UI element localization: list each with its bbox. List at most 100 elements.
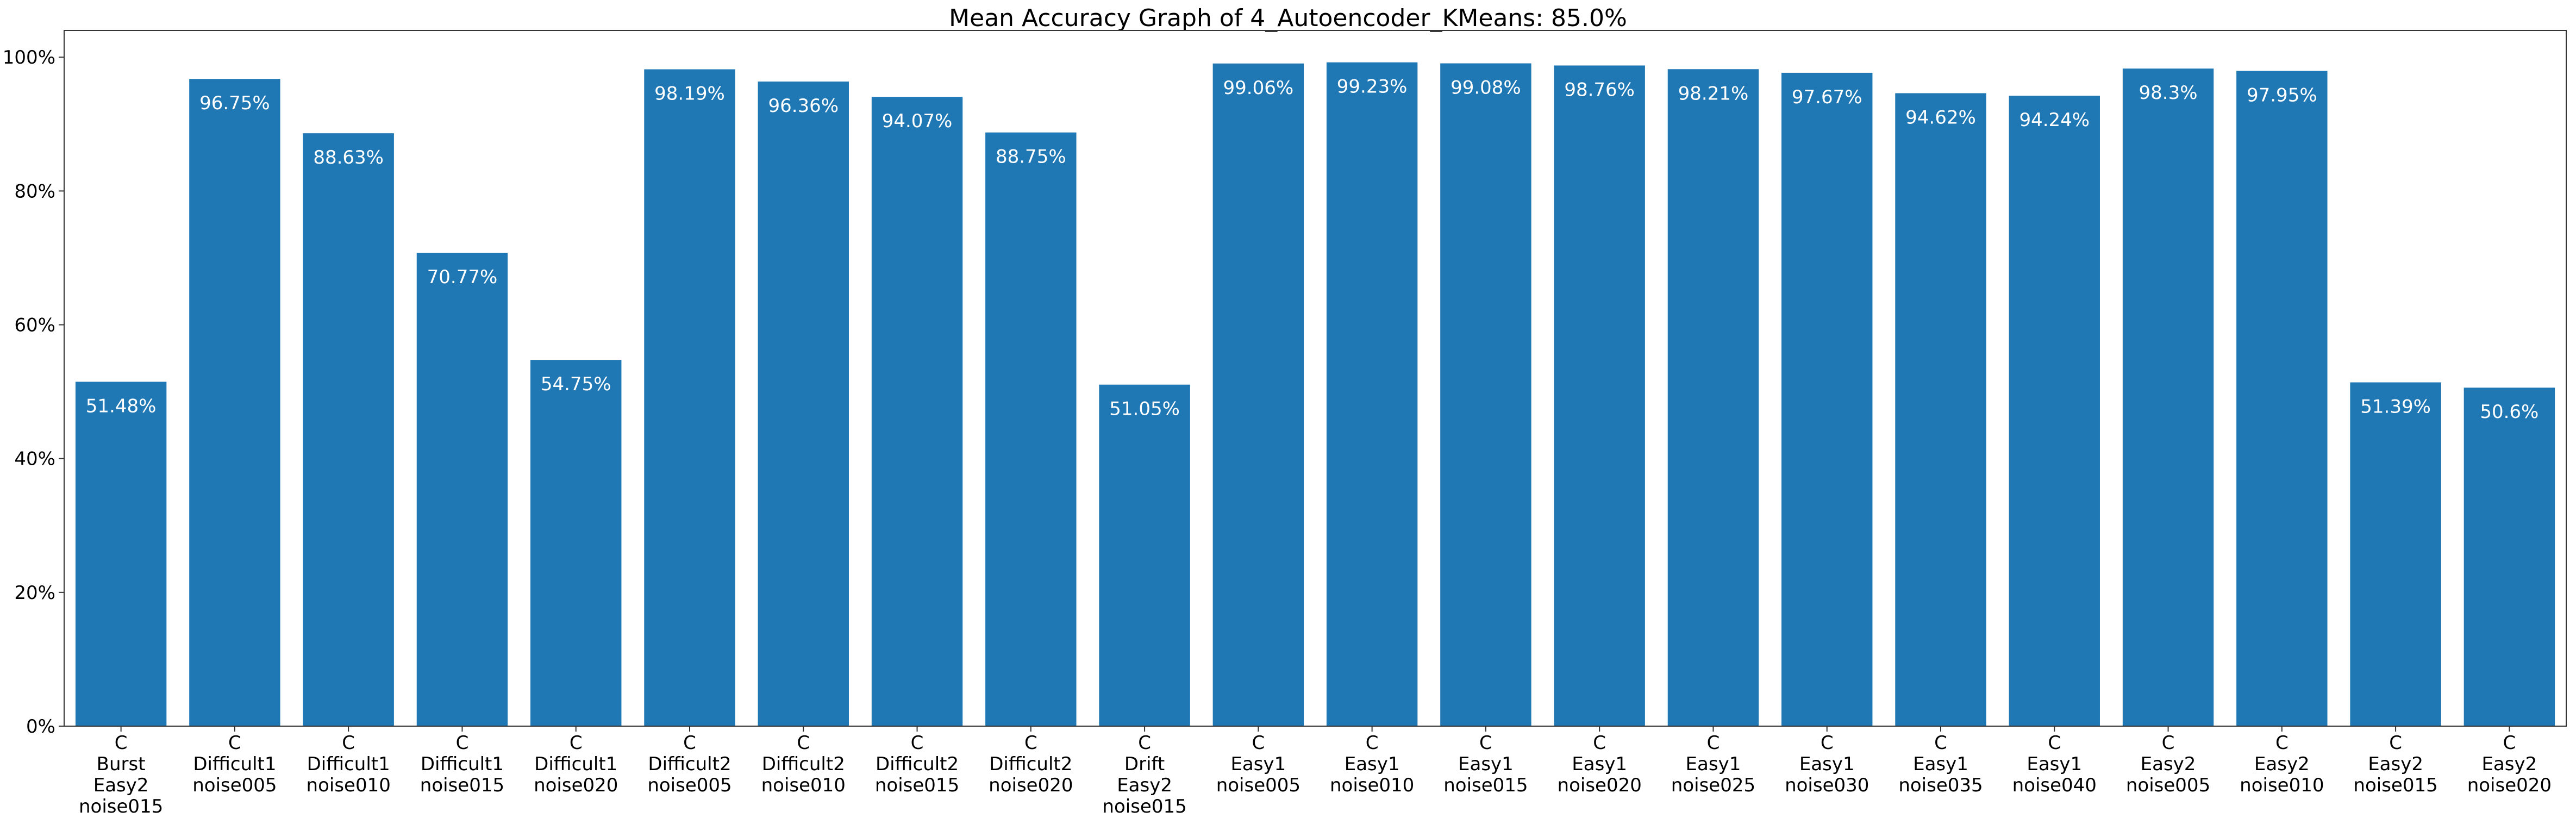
x-tick-label-line: C: [115, 732, 128, 754]
bar: [303, 133, 394, 727]
data-labels-group: 51.48% 96.75% 88.63% 70.77% 54.75% 98.19% 96.3…: [86, 76, 2539, 423]
x-tick-label: C Easy1 noise015: [1443, 732, 1528, 796]
x-tick-label-line: Easy2: [2481, 753, 2537, 775]
bars-group: [75, 62, 2555, 727]
x-tick-label-line: noise005: [647, 775, 731, 796]
bar: [644, 69, 735, 726]
x-tick-label: C Difficult2 noise005: [647, 732, 731, 796]
x-tick-label: C Drift Easy2 noise015: [1102, 732, 1186, 815]
x-tick-label: C Easy1 noise035: [1898, 732, 1983, 796]
x-tick-label-line: Easy2: [1117, 775, 1172, 796]
x-tick-label-line: noise020: [1558, 775, 1642, 796]
x-tick-label-line: C: [2389, 732, 2402, 754]
data-label: 51.05%: [1109, 398, 1180, 420]
x-tick-label-line: noise020: [534, 775, 618, 796]
x-tick-label-line: Easy1: [1572, 753, 1627, 775]
bar: [2009, 96, 2100, 727]
data-label: 94.24%: [2019, 109, 2090, 131]
x-tick-label: C Easy1 noise020: [1558, 732, 1642, 796]
x-tick-label-line: noise015: [420, 775, 504, 796]
bar: [2350, 382, 2441, 726]
x-tick-label-line: Difficult1: [193, 753, 276, 775]
bar: [189, 79, 280, 727]
x-tick-label-line: noise030: [1785, 775, 1869, 796]
x-tick-label-line: C: [2048, 732, 2061, 754]
x-tick-label-line: C: [2275, 732, 2289, 754]
x-tick-label-line: Easy1: [1799, 753, 1855, 775]
y-tick-label: 60%: [14, 315, 55, 336]
bar: [530, 360, 622, 726]
x-tick-label-line: noise025: [1671, 775, 1755, 796]
data-label: 98.21%: [1678, 83, 1749, 104]
x-tick-label-line: noise010: [761, 775, 846, 796]
data-label: 88.75%: [996, 146, 1066, 168]
data-label: 99.23%: [1337, 76, 1408, 98]
x-tick-label-line: C: [1138, 732, 1151, 754]
x-tick-label: C Burst Easy2 noise015: [79, 732, 163, 815]
x-tick-label-line: Difficult2: [989, 753, 1072, 775]
data-label: 98.76%: [1564, 79, 1635, 101]
x-tick-label-line: noise040: [2012, 775, 2097, 796]
x-tick-label-line: Easy2: [93, 775, 149, 796]
x-tick-label: C Easy1 noise030: [1785, 732, 1869, 796]
bar: [1554, 65, 1645, 726]
data-label: 98.3%: [2139, 82, 2198, 104]
x-tick-label-line: noise015: [79, 796, 163, 815]
data-label: 96.36%: [768, 95, 839, 117]
x-tick-label-line: C: [1024, 732, 1037, 754]
x-tick-label-line: C: [2503, 732, 2516, 754]
x-tick-label: C Easy1 noise040: [2012, 732, 2097, 796]
bar: [2122, 68, 2214, 727]
x-tick-label-line: C: [1821, 732, 1834, 754]
x-tick-label-line: noise015: [1443, 775, 1528, 796]
data-label: 97.67%: [1792, 86, 1862, 108]
x-tick-label-line: Easy2: [2254, 753, 2310, 775]
x-tick-label-line: C: [342, 732, 355, 754]
x-tick-label-line: Drift: [1124, 753, 1165, 775]
bar: [1440, 63, 1531, 727]
x-tick-label: C Easy2 noise010: [2240, 732, 2324, 796]
data-label: 99.08%: [1450, 77, 1521, 99]
x-tick-label-line: noise010: [2240, 775, 2324, 796]
bar: [2464, 388, 2555, 726]
x-tick-label-line: C: [1252, 732, 1265, 754]
x-tick-label-line: Easy1: [1458, 753, 1514, 775]
x-tick-label-line: C: [1707, 732, 1720, 754]
bar: [416, 252, 508, 726]
chart-title: Mean Accuracy Graph of 4_Autoencoder_KMe…: [949, 4, 1627, 32]
bar: [758, 82, 849, 726]
x-tick-label-line: noise010: [1330, 775, 1414, 796]
bar: [1781, 72, 1873, 726]
x-tick-label: C Difficult1 noise015: [420, 732, 504, 796]
bar: [871, 97, 963, 727]
x-tick-label-line: noise010: [307, 775, 391, 796]
x-tick-label-line: noise035: [1898, 775, 1983, 796]
x-tick-label-line: C: [797, 732, 810, 754]
x-tick-label: C Difficult1 noise020: [534, 732, 618, 796]
y-tick-label: 80%: [14, 180, 55, 202]
x-tick-label-line: Difficult1: [307, 753, 390, 775]
data-label: 50.6%: [2480, 401, 2539, 423]
data-label: 96.75%: [199, 92, 270, 114]
bar: [2236, 71, 2328, 726]
x-tick-label-line: Easy2: [2368, 753, 2423, 775]
data-label: 88.63%: [313, 147, 384, 168]
x-tick-label-line: Easy1: [2027, 753, 2082, 775]
x-tick-label-line: C: [228, 732, 241, 754]
x-tick-label-line: C: [1479, 732, 1492, 754]
plot-frame: [64, 30, 2567, 727]
x-tick-label: C Easy1 noise025: [1671, 732, 1755, 796]
x-tick-label-line: noise005: [2126, 775, 2210, 796]
bar: [985, 132, 1077, 727]
x-tick-label-line: Difficult2: [648, 753, 731, 775]
data-label: 51.48%: [86, 395, 157, 417]
x-tick-label-line: C: [1593, 732, 1606, 754]
x-tick-label-line: noise015: [2353, 775, 2437, 796]
x-tick-label: C Easy1 noise005: [1216, 732, 1300, 796]
y-tick-label: 20%: [14, 582, 55, 604]
y-tick-label: 100%: [3, 47, 55, 68]
x-tick-label-line: C: [570, 732, 583, 754]
